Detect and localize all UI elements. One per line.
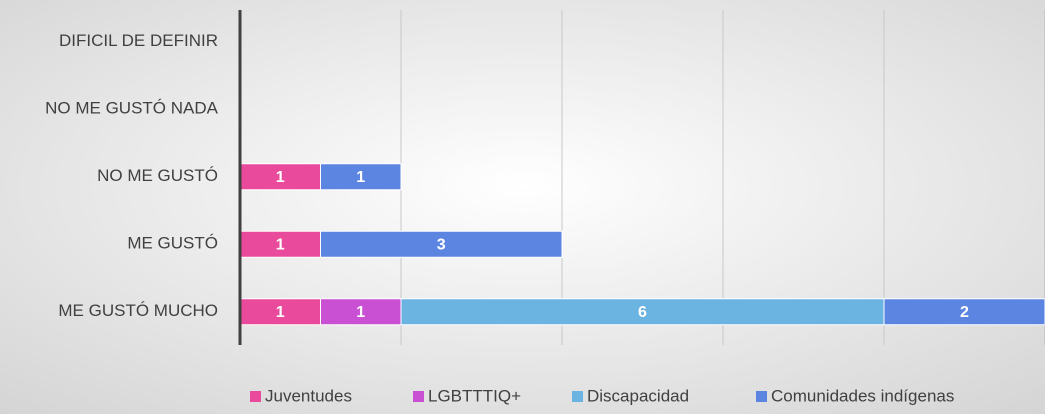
- legend-label: LGBTTTIQ+: [428, 386, 521, 405]
- bar-segment: [883, 298, 1045, 326]
- bar-segment: [320, 163, 402, 191]
- data-label: 2: [960, 304, 969, 321]
- bar-segment: [320, 230, 563, 258]
- data-label: 1: [276, 169, 285, 186]
- y-tick-label: DIFICIL DE DEFINIR: [59, 31, 218, 50]
- data-label: 1: [356, 169, 365, 186]
- data-label: 1: [276, 304, 285, 321]
- legend-label: Juventudes: [265, 386, 352, 405]
- bar-segment: [239, 230, 321, 258]
- data-label: 3: [437, 236, 446, 253]
- bar-segment: [400, 298, 885, 326]
- y-tick-label: ME GUSTÓ MUCHO: [58, 301, 218, 320]
- y-tick-label: NO ME GUSTÓ NADA: [45, 99, 219, 118]
- legend-swatch: [250, 391, 261, 402]
- y-tick-label: NO ME GUSTÓ: [97, 166, 218, 185]
- legend-swatch: [413, 391, 424, 402]
- legend-swatch: [572, 391, 583, 402]
- bar-segment: [239, 163, 321, 191]
- data-label: 1: [356, 304, 365, 321]
- bar-segment: [239, 298, 321, 326]
- y-tick-label: ME GUSTÓ: [127, 234, 218, 253]
- legend-swatch: [756, 391, 767, 402]
- legend-label: Discapacidad: [587, 386, 689, 405]
- data-label: 6: [638, 304, 647, 321]
- legend-label: Comunidades indígenas: [771, 386, 954, 405]
- data-label: 1: [276, 236, 285, 253]
